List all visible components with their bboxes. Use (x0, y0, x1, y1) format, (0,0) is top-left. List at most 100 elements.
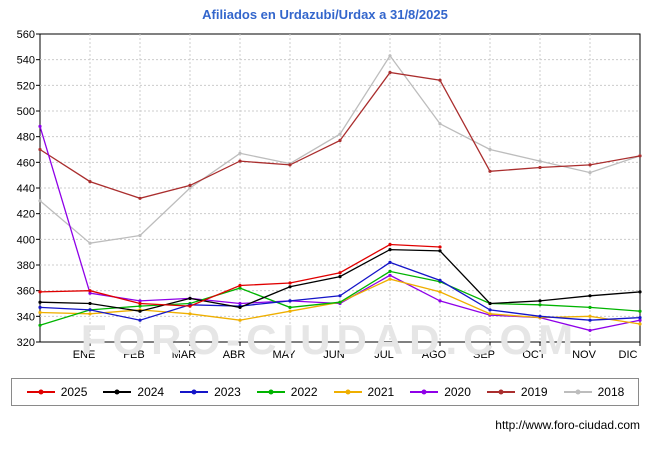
y-tick-label: 480 (17, 132, 35, 144)
legend-item-2022: 2022 (256, 385, 318, 399)
legend-line-sample-2024 (103, 389, 132, 395)
series-2023-point (38, 305, 42, 309)
series-2022-point (338, 300, 342, 304)
legend-label-2019: 2019 (520, 385, 548, 399)
series-2019-point (238, 159, 242, 163)
series-2018-point (88, 241, 92, 245)
series-2025-point (288, 281, 292, 285)
x-tick-label: SEP (473, 349, 495, 361)
series-2021-point (288, 309, 292, 313)
legend-item-2024: 2024 (102, 385, 164, 399)
series-2024-point (588, 294, 592, 298)
series-2020-point (638, 318, 642, 322)
series-2024-point (488, 301, 492, 306)
legend-item-2023: 2023 (179, 385, 241, 399)
series-2022-point (138, 304, 142, 308)
series-2024-point (188, 296, 192, 300)
series-2025-point (88, 289, 92, 293)
series-2021-point (438, 290, 442, 294)
legend-item-2018: 2018 (563, 385, 625, 399)
x-tick-label: MAR (172, 349, 197, 361)
x-tick-label: ABR (223, 349, 246, 361)
series-2021-point (588, 314, 592, 318)
series-2021-point (88, 312, 92, 316)
series-2021-point (38, 310, 42, 315)
series-2020-point (438, 299, 442, 303)
series-2018-point (338, 132, 342, 136)
series-2018-point (538, 159, 542, 163)
foro-ciudad-link[interactable]: http://www.foro-ciudad.com (495, 418, 640, 432)
watermark: FORO-CIUDAD.COM (81, 316, 579, 363)
y-tick-label: 360 (17, 286, 35, 298)
series-2023-point (488, 308, 492, 312)
series-2020-point (388, 273, 392, 277)
series-2024-point (438, 249, 442, 253)
legend-line-sample-2023 (180, 389, 209, 395)
legend-line-sample-2025 (26, 389, 55, 395)
series-2024-point (288, 285, 292, 289)
series-2019-point (538, 165, 542, 170)
chart-title: Afiliados en Urdazubi/Urdax a 31/8/2025 (202, 7, 448, 22)
series-2021-point (238, 318, 242, 322)
series-2018-point (388, 54, 392, 58)
series-2025-point (338, 271, 342, 275)
legend-line-sample-2020 (410, 389, 439, 395)
series-2019-point (338, 138, 342, 143)
series-2019-point (188, 183, 192, 187)
series-2023-point (138, 318, 142, 322)
legend-item-2025: 2025 (26, 385, 88, 399)
chart-legend: 2025 2024 2023 2022 2021 2020 2019 2018 (10, 378, 640, 406)
legend-label-2022: 2022 (290, 385, 318, 399)
series-2024-point (238, 305, 242, 309)
y-tick-label: 400 (17, 234, 35, 246)
legend-label-2021: 2021 (367, 385, 395, 399)
series-2018-point (188, 186, 192, 190)
series-2024-point (38, 300, 42, 304)
series-2019-point (638, 154, 642, 158)
series-2023-point (388, 260, 392, 264)
series-2020-point (238, 301, 242, 306)
series-2022-point (388, 269, 392, 273)
series-2023-point (288, 299, 292, 303)
x-tick-label: NOV (572, 349, 597, 361)
legend-item-2019: 2019 (486, 385, 548, 399)
series-2024-point (388, 248, 392, 252)
series-2025-point (438, 245, 442, 249)
legend-line-sample-2022 (256, 389, 285, 395)
series-2022-point (238, 286, 242, 290)
x-tick-label: ENE (73, 349, 96, 361)
series-2020-point (138, 299, 142, 303)
series-2020-point (38, 124, 42, 128)
series-2024-point (338, 275, 342, 279)
series-2025-point (188, 304, 192, 308)
legend-label-2024: 2024 (137, 385, 165, 399)
x-tick-label: DIC (619, 349, 638, 361)
x-tick-label: OCT (522, 349, 546, 361)
x-tick-label: JUL (374, 349, 394, 361)
series-2022-point (638, 309, 642, 313)
legend-line-sample-2021 (333, 389, 362, 395)
legend-line-sample-2019 (486, 389, 515, 395)
series-2018-point (588, 171, 592, 175)
series-2023-point (638, 316, 642, 320)
series-2024-point (138, 309, 142, 313)
series-2020-point (88, 291, 92, 295)
series-2019-point (138, 196, 142, 200)
series-2022-point (588, 305, 592, 309)
y-tick-label: 520 (17, 80, 35, 92)
legend-label-2025: 2025 (60, 385, 88, 399)
legend-label-2018: 2018 (597, 385, 625, 399)
y-tick-label: 460 (17, 157, 35, 169)
series-2019-point (38, 147, 42, 152)
x-tick-label: JUN (323, 349, 344, 361)
x-tick-label: FEB (123, 349, 144, 361)
series-2019-point (488, 169, 492, 173)
series-2018-point (438, 122, 442, 126)
series-2018-point (488, 147, 492, 152)
series-2019-point (588, 163, 592, 167)
series-2022-point (538, 303, 542, 307)
y-tick-label: 380 (17, 260, 35, 272)
series-2025-point (238, 283, 242, 288)
series-2022-point (288, 305, 292, 309)
